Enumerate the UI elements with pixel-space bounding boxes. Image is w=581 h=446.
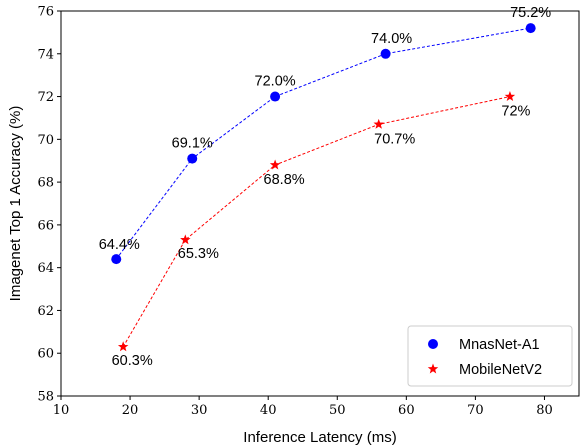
y-axis-ticks: 58 60 62 64 66 68 70 72 74 76 <box>37 5 61 405</box>
data-point <box>270 91 281 102</box>
data-label: 74.0% <box>371 31 412 47</box>
data-point <box>269 159 281 170</box>
legend-box <box>407 325 573 387</box>
data-label: 68.8% <box>264 172 305 188</box>
y-tick-label: 64 <box>37 261 54 276</box>
x-tick-label: 80 <box>536 403 553 418</box>
x-tick-label: 50 <box>329 403 346 418</box>
data-point <box>380 48 391 59</box>
x-axis-label: Inference Latency (ms) <box>243 429 396 446</box>
x-tick-label: 70 <box>467 403 484 418</box>
x-tick-label: 10 <box>53 403 70 418</box>
x-tick-label: 40 <box>260 403 277 418</box>
data-label: 70.7% <box>374 131 415 147</box>
y-tick-label: 60 <box>37 347 54 362</box>
data-point <box>111 254 122 265</box>
y-axis-label: Imagenet Top 1 Accuracy (%) <box>7 106 24 302</box>
y-tick-label: 70 <box>37 133 54 148</box>
y-tick-label: 68 <box>37 176 54 191</box>
y-tick-label: 72 <box>37 90 54 105</box>
legend: MnasNet-A1 MobileNetV2 <box>407 325 573 387</box>
series-markers <box>111 23 536 352</box>
data-label: 72.0% <box>255 74 296 90</box>
y-tick-label: 76 <box>37 5 54 20</box>
x-axis-ticks: 10 20 30 40 50 60 70 80 <box>53 396 553 418</box>
series-line <box>115 27 531 260</box>
data-labels: 64.4% 69.1% 72.0% 74.0% 75.2% 60.3% 65.3% 68.8%… <box>99 5 552 369</box>
data-label: 75.2% <box>510 5 551 21</box>
x-tick-label: 30 <box>191 403 208 418</box>
data-label: 72% <box>501 104 530 120</box>
plot-frame <box>60 10 580 397</box>
data-point <box>117 341 129 352</box>
legend-marker <box>427 363 439 374</box>
y-tick-label: 58 <box>37 390 54 405</box>
legend-label: MnasNet-A1 <box>459 337 540 353</box>
data-label: 69.1% <box>172 136 213 152</box>
data-label: 64.4% <box>99 237 140 253</box>
data-label: 65.3% <box>178 246 219 262</box>
series-line <box>122 96 511 348</box>
data-point <box>187 153 198 164</box>
data-point <box>180 234 191 245</box>
legend-label: MobileNetV2 <box>459 362 542 378</box>
y-tick-label: 66 <box>37 218 54 233</box>
data-point <box>373 118 384 129</box>
legend-marker <box>428 339 438 349</box>
data-label: 60.3% <box>112 353 153 369</box>
data-point <box>525 23 536 34</box>
data-point <box>504 91 516 102</box>
x-tick-label: 20 <box>122 403 139 418</box>
series-lines <box>115 27 531 348</box>
y-tick-label: 62 <box>37 304 54 319</box>
x-tick-label: 60 <box>398 403 415 418</box>
y-tick-label: 74 <box>37 47 54 62</box>
